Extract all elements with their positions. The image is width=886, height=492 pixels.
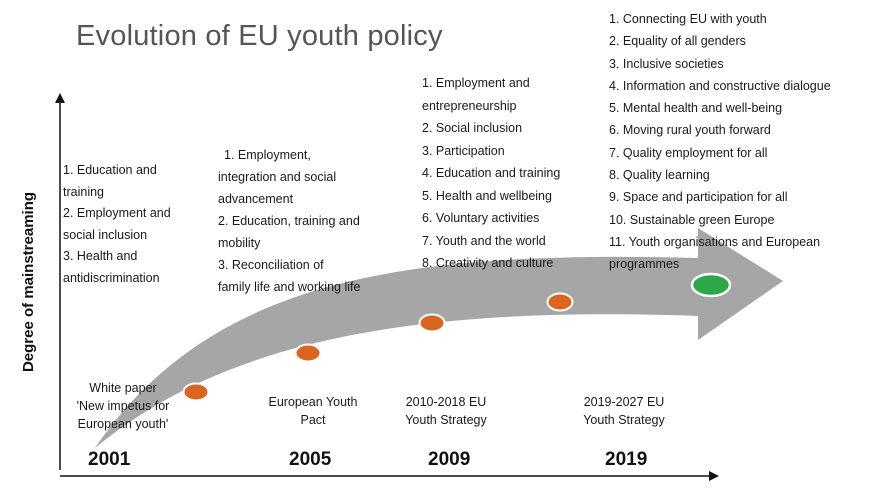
milestone-dot-2019: [546, 292, 574, 312]
list-item: 2. Social inclusion: [422, 121, 523, 135]
list-item: 7. Quality employment for all: [609, 145, 768, 160]
milestone-line: European Youth: [268, 395, 358, 409]
milestone-dot-2009: [418, 313, 446, 333]
list-item: 9. Space and participation for all: [609, 190, 788, 205]
milestone-line: White paper: [89, 381, 157, 395]
y-axis-label: Degree of mainstreaming: [20, 191, 37, 373]
list-item: antidiscrimination: [63, 270, 160, 285]
list-item: 1. Connecting EU with youth: [609, 12, 767, 26]
final-dot: [690, 272, 732, 298]
list-item: 6. Voluntary activities: [422, 211, 540, 225]
priority-list-2005: 1. Employment, integration and social ad…: [218, 144, 398, 298]
list-item: 2. Education, training and: [218, 214, 360, 228]
list-item: 5. Health and wellbeing: [422, 188, 552, 203]
milestone-line: European youth': [77, 417, 169, 431]
milestone-dot-2005: [294, 343, 322, 363]
milestone-line: 2010-2018 EU: [405, 395, 487, 409]
milestone-label-2005: European Youth Pact: [255, 393, 371, 429]
list-item: 3. Participation: [422, 143, 505, 158]
list-item: advancement: [218, 192, 294, 206]
list-item: integration and social: [218, 170, 337, 184]
list-item: entrepreneurship: [422, 98, 517, 113]
list-item: 5. Mental health and well-being: [609, 101, 783, 116]
list-item: training: [63, 184, 104, 199]
year-label-2019: 2019: [605, 449, 648, 470]
list-item: 10. Sustainable green Europe: [609, 212, 775, 227]
priority-list-2001: 1. Education and training 2. Employment …: [63, 160, 213, 289]
page-title: Evolution of EU youth policy: [76, 20, 443, 52]
list-item: 7. Youth and the world: [422, 233, 546, 248]
progress-arrow: [95, 228, 783, 448]
list-item: 1. Education and: [63, 163, 157, 177]
milestone-line: Youth Strategy: [583, 413, 665, 427]
year-label-2005: 2005: [289, 449, 332, 470]
list-item: 2. Equality of all genders: [609, 34, 746, 49]
list-item: 1. Employment,: [224, 148, 311, 162]
list-item: 4. Information and constructive dialogue: [609, 78, 831, 93]
milestone-label-2001: White paper 'New impetus for European yo…: [64, 379, 182, 433]
priority-list-2009: 1. Employment and entrepreneurship 2. So…: [422, 72, 592, 275]
list-item: 3. Inclusive societies: [609, 56, 724, 71]
list-item: 3. Reconciliation of: [218, 258, 324, 272]
year-label-2001: 2001: [88, 449, 131, 470]
list-item: mobility: [218, 236, 261, 250]
list-item: 6. Moving rural youth forward: [609, 123, 771, 138]
list-item: 11. Youth organisations and European: [609, 234, 821, 249]
milestone-label-2009: 2010-2018 EU Youth Strategy: [392, 393, 500, 429]
list-item: 8. Creativity and culture: [422, 256, 554, 270]
list-item: 8. Quality learning: [609, 168, 710, 183]
list-item: family life and working life: [218, 280, 361, 294]
milestone-line: 'New impetus for: [76, 399, 170, 413]
list-item: 4. Education and training: [422, 166, 561, 180]
list-item: 3. Health and: [63, 249, 138, 263]
milestone-line: Youth Strategy: [405, 413, 487, 427]
list-item: 2. Employment and: [63, 206, 171, 220]
priority-list-2019: 1. Connecting EU with youth 2. Equality …: [609, 8, 869, 276]
list-item: 1. Employment and: [422, 76, 530, 90]
year-label-2009: 2009: [428, 449, 471, 470]
milestone-dot-2001: [182, 382, 210, 402]
milestone-line: Pact: [300, 413, 326, 427]
list-item: social inclusion: [63, 227, 148, 242]
milestone-line: 2019-2027 EU: [583, 395, 665, 409]
milestone-label-2019: 2019-2027 EU Youth Strategy: [565, 393, 683, 429]
list-item: programmes: [609, 257, 680, 272]
